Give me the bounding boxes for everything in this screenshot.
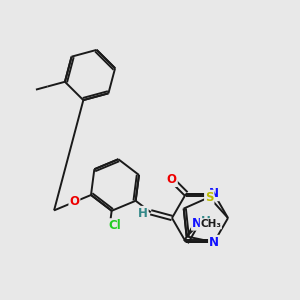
Text: N: N [209,236,219,249]
Text: O: O [167,173,177,186]
Text: N: N [209,187,219,200]
Text: S: S [205,191,214,204]
Text: CH₃: CH₃ [200,219,221,229]
Text: H: H [138,207,148,220]
Text: Cl: Cl [108,219,121,232]
Text: H: H [201,215,211,228]
Text: N: N [192,217,202,230]
Text: O: O [69,195,80,208]
